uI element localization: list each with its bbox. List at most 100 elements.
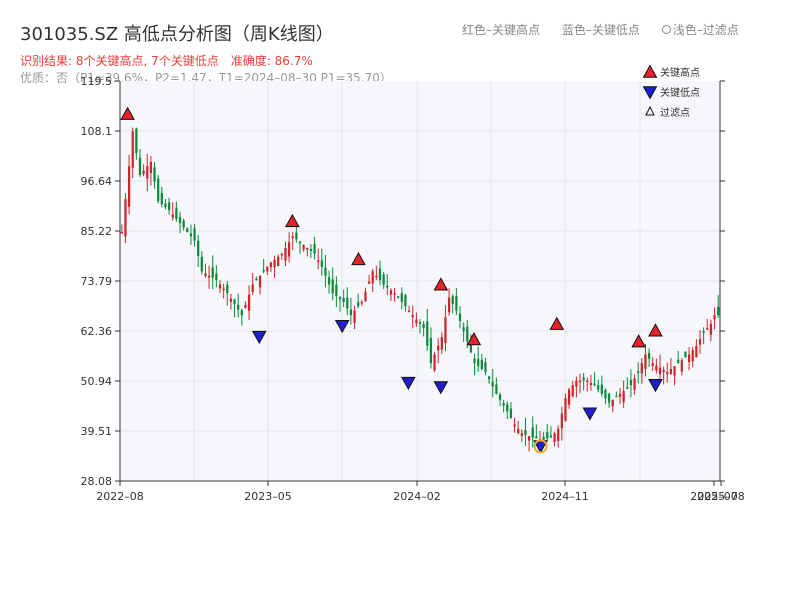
candle-body xyxy=(193,228,196,241)
y-tick-label: 50.94 xyxy=(81,375,113,388)
candle-body xyxy=(306,247,309,250)
candle-body xyxy=(240,310,243,316)
candle-body xyxy=(386,285,389,288)
candle-body xyxy=(520,433,523,437)
candle-body xyxy=(186,228,189,232)
candle-body xyxy=(713,315,716,320)
candle-body xyxy=(477,358,480,367)
summary-text: 识别结果: 8个关键高点, 7个关键低点 xyxy=(20,54,219,68)
candle-body xyxy=(669,369,673,374)
candle-body xyxy=(146,166,149,179)
candle-body xyxy=(382,274,385,285)
legend-high-label: 关键高点 xyxy=(660,66,700,79)
candle-body xyxy=(647,352,651,359)
candle-body xyxy=(458,313,462,321)
legend-blue-text: 蓝色–关键低点 xyxy=(561,23,640,37)
candle-body xyxy=(400,293,403,302)
candle-body xyxy=(418,322,422,324)
candle-body xyxy=(717,306,720,316)
candle-body xyxy=(280,253,283,256)
candle-body xyxy=(517,428,520,434)
candle-body xyxy=(644,354,647,369)
top-legend: 红色–关键高点 蓝色–关键低点 浅色–过滤点 xyxy=(462,21,757,38)
filtered-point-marker xyxy=(533,439,548,454)
accuracy-text: 准确度: 86.7% xyxy=(230,54,313,68)
candle-body xyxy=(226,284,229,294)
candle-body xyxy=(651,363,654,366)
candle-body xyxy=(320,260,323,267)
candle-body xyxy=(371,271,374,284)
grid-lines xyxy=(120,81,720,481)
candle-body xyxy=(549,435,553,438)
candle-body xyxy=(509,408,513,418)
candle-body xyxy=(131,131,134,168)
candle-body xyxy=(346,297,349,309)
candle-body xyxy=(658,367,662,375)
candle-body xyxy=(331,279,334,294)
x-tick-label: 2023–05 xyxy=(244,490,292,503)
chart-title: 301035.SZ 高低点分析图（周K线图） xyxy=(20,24,334,45)
candle-body xyxy=(455,296,458,311)
candle-body xyxy=(135,128,138,154)
y-tick-label: 62.36 xyxy=(81,325,113,338)
candle-body xyxy=(338,297,342,300)
candle-body xyxy=(498,394,502,400)
y-tick-label: 28.08 xyxy=(81,475,113,488)
candle-body xyxy=(327,277,331,285)
candle-body xyxy=(313,243,316,254)
candle-body xyxy=(349,309,353,316)
candle-body xyxy=(375,275,378,278)
y-tick-label: 73.79 xyxy=(81,275,113,288)
candle-body xyxy=(677,359,680,364)
x-tick-label: 2022–08 xyxy=(96,490,144,503)
candle-body xyxy=(666,371,669,375)
candle-body xyxy=(593,383,596,386)
axes: 119.5 108.1 96.64 85.22 73.79 62.36 50.94 39.51… xyxy=(81,75,745,503)
candle-body xyxy=(277,256,280,267)
candle-body xyxy=(142,170,145,175)
key-high-marker xyxy=(549,316,565,330)
candle-body xyxy=(582,377,585,381)
candle-body xyxy=(487,376,491,380)
candle-body xyxy=(215,273,218,281)
candle-body xyxy=(422,323,425,329)
candle-body xyxy=(324,267,327,276)
y-tick-label: 39.51 xyxy=(81,425,113,438)
key-high-marker xyxy=(351,251,366,266)
legend-filtered-icon xyxy=(645,105,655,116)
key-low-marker xyxy=(400,376,416,391)
candle-body xyxy=(527,436,531,441)
candle-body xyxy=(662,369,665,372)
candle-body xyxy=(655,365,658,371)
candle-body xyxy=(484,362,487,372)
candle-body xyxy=(175,207,178,219)
key-high-marker xyxy=(433,277,449,291)
candle-body xyxy=(138,157,142,176)
candle-body xyxy=(637,371,640,373)
x-tick-label: 2024–11 xyxy=(541,490,589,503)
candle-body xyxy=(684,351,687,358)
candle-body xyxy=(709,323,713,335)
legend-filtered-label: 过滤点 xyxy=(660,106,690,119)
candle-body xyxy=(397,296,400,298)
candle-body xyxy=(673,366,676,376)
candle-body xyxy=(222,288,225,291)
candle-body xyxy=(491,381,494,387)
candle-body xyxy=(629,379,633,386)
candle-body xyxy=(440,336,443,350)
candle-body xyxy=(451,296,454,305)
candle-body xyxy=(429,337,433,364)
key-high-marker xyxy=(284,213,300,228)
candle-body xyxy=(291,236,294,238)
candle-body xyxy=(622,390,625,403)
candle-body xyxy=(546,431,549,439)
legend-low-label: 关键低点 xyxy=(660,86,700,99)
candle-body xyxy=(153,167,156,182)
candle-body xyxy=(389,290,393,295)
candle-body xyxy=(258,275,262,288)
candle-body xyxy=(211,267,214,278)
candle-body xyxy=(444,317,447,343)
candle-body xyxy=(124,199,127,237)
candle-body xyxy=(604,389,607,399)
